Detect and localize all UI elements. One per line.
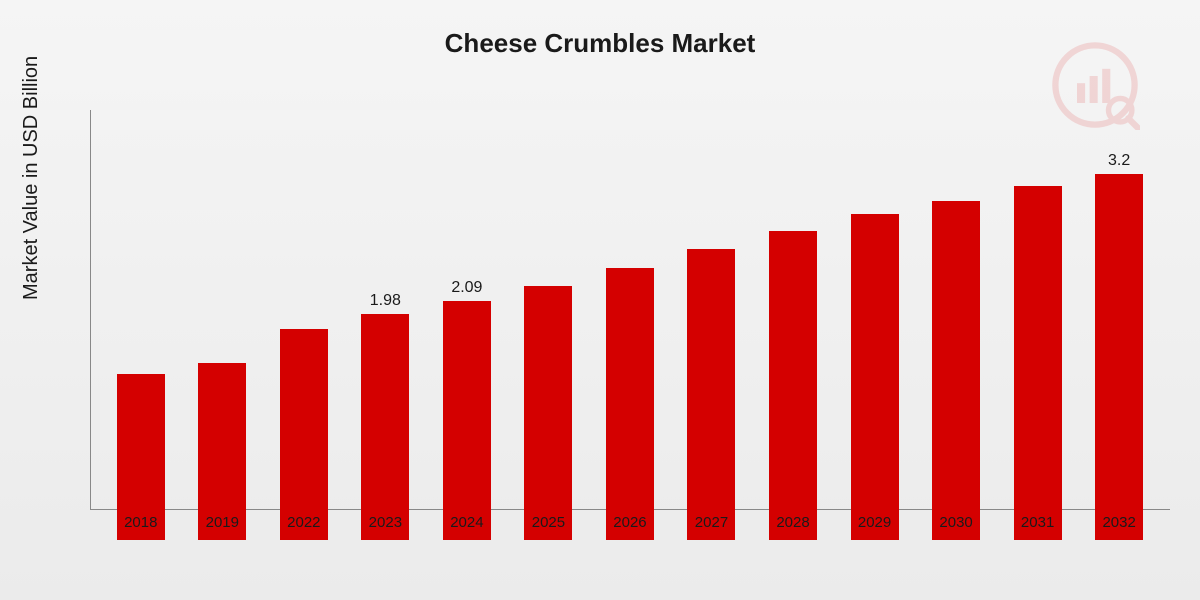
bar	[1014, 186, 1062, 540]
bar	[524, 286, 572, 540]
x-tick-label: 2019	[192, 514, 252, 531]
x-tick-label: 2027	[681, 514, 741, 531]
bar-group	[845, 192, 905, 540]
bar	[851, 214, 899, 540]
chart-title: Cheese Crumbles Market	[0, 0, 1200, 59]
bar-group: 1.98	[355, 292, 415, 540]
x-tick-label: 2023	[355, 514, 415, 531]
x-tick-label: 2018	[111, 514, 171, 531]
x-tick-label: 2029	[845, 514, 905, 531]
bar-group	[518, 264, 578, 540]
x-tick-label: 2028	[763, 514, 823, 531]
chart-area: 1.98 2.09 3.2 2018 2019 2022 2023 2024 2025 2026…	[90, 110, 1170, 540]
bar	[280, 329, 328, 540]
bar-group	[274, 307, 334, 540]
bar-group	[192, 341, 252, 540]
bar-group: 3.2	[1089, 152, 1149, 540]
bar-group: 2.09	[437, 279, 497, 540]
bar	[361, 314, 409, 540]
bar	[769, 231, 817, 540]
bar-value-label: 2.09	[451, 279, 482, 297]
bars-container: 1.98 2.09 3.2	[90, 140, 1170, 540]
x-tick-label: 2025	[518, 514, 578, 531]
bar-value-label: 1.98	[370, 292, 401, 310]
bar-value-label: 3.2	[1108, 152, 1130, 170]
x-labels-container: 2018 2019 2022 2023 2024 2025 2026 2027 2028 2029…	[90, 514, 1170, 531]
x-tick-label: 2032	[1089, 514, 1149, 531]
bar	[932, 201, 980, 540]
x-tick-label: 2022	[274, 514, 334, 531]
bar-group	[1008, 164, 1068, 540]
y-axis-label: Market Value in USD Billion	[20, 56, 43, 300]
bar	[606, 268, 654, 540]
bar	[1095, 174, 1143, 540]
bar-group	[111, 352, 171, 540]
x-tick-label: 2024	[437, 514, 497, 531]
bar-group	[763, 209, 823, 540]
bar	[443, 301, 491, 540]
bar-group	[600, 246, 660, 540]
x-tick-label: 2030	[926, 514, 986, 531]
x-tick-label: 2031	[1008, 514, 1068, 531]
x-tick-label: 2026	[600, 514, 660, 531]
bar	[687, 249, 735, 540]
bar-group	[681, 227, 741, 540]
bar-group	[926, 179, 986, 540]
